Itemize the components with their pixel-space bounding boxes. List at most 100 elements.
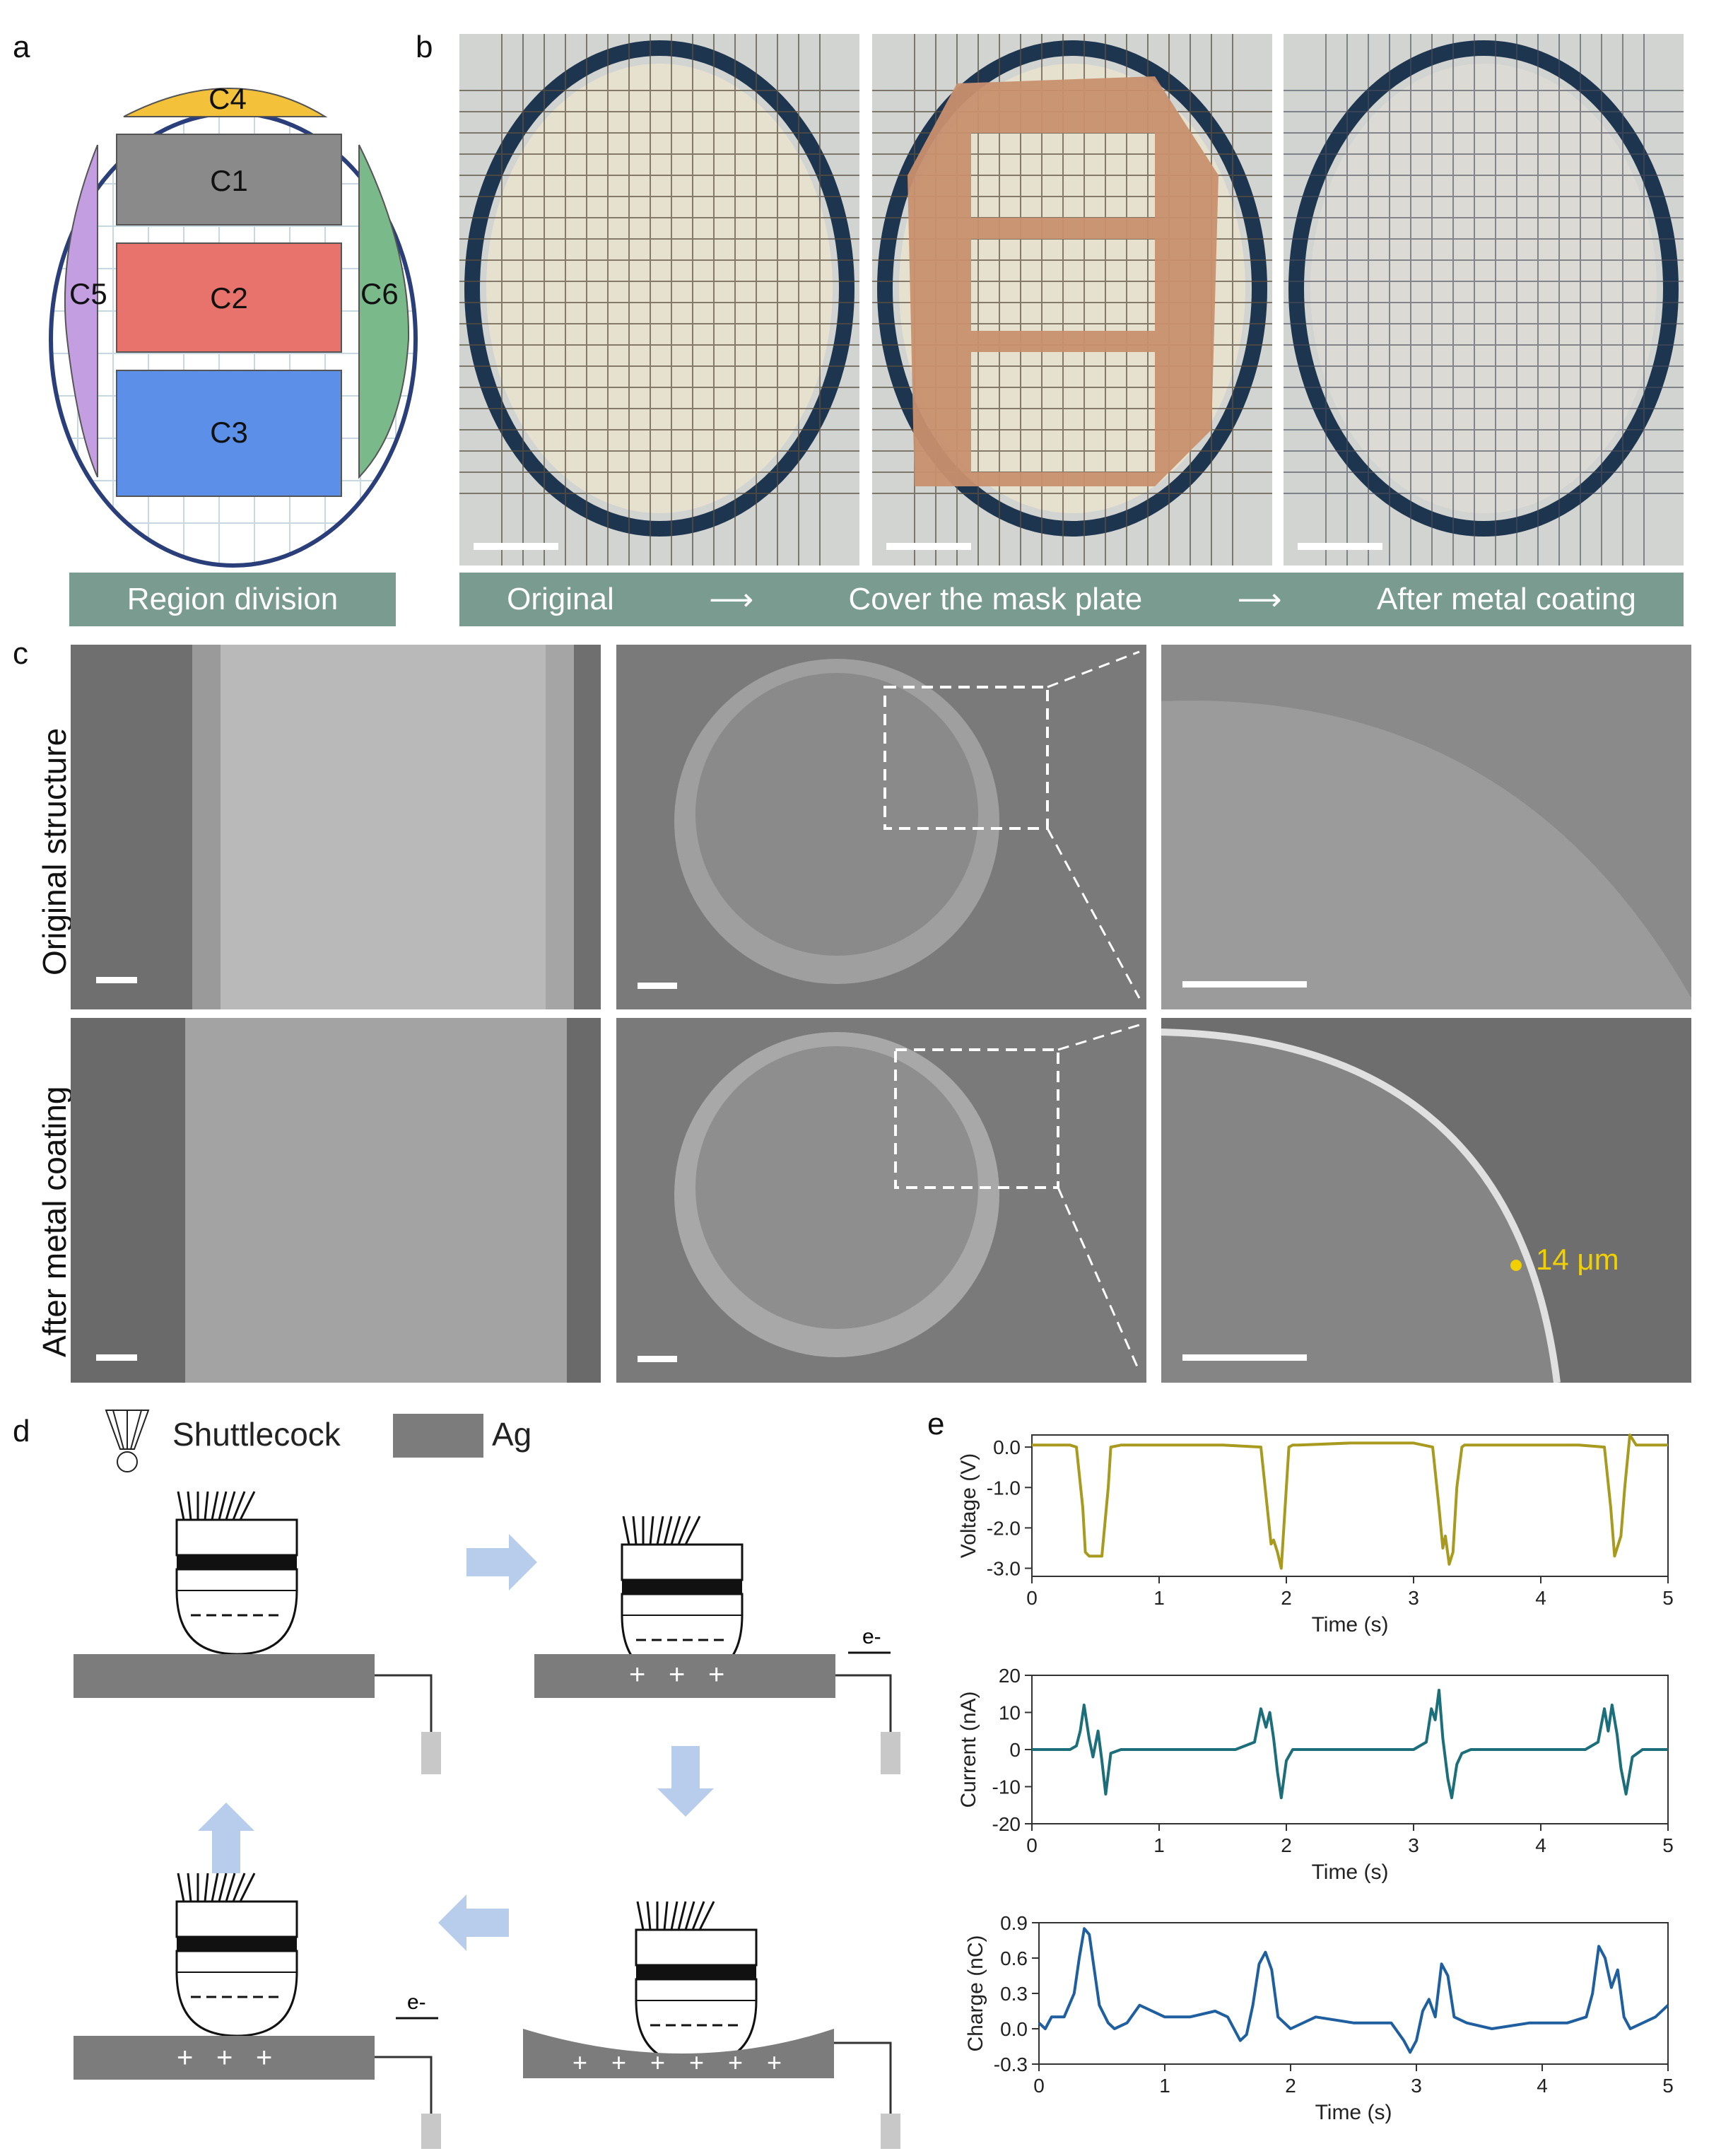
y-tick-label: 0 — [1009, 1739, 1021, 1761]
plus-charge: + — [767, 2048, 782, 2077]
x-tick-label: 4 — [1537, 2075, 1548, 2097]
x-tick-label: 2 — [1281, 1587, 1292, 1609]
region-c5 — [64, 144, 98, 478]
panel-label-c: c — [13, 636, 28, 671]
arrow-right-icon: ⟶ — [1237, 582, 1282, 617]
legend-ag-label: Ag — [492, 1416, 532, 1453]
region-division-caption: Region division — [69, 573, 396, 626]
process-banner: Original ⟶ Cover the mask plate ⟶ After … — [459, 573, 1684, 626]
y-tick-label: -1.0 — [987, 1477, 1021, 1499]
panel-label-d: d — [13, 1414, 30, 1448]
plus-charge: + — [728, 2048, 743, 2077]
plus-charge: + — [650, 2048, 665, 2077]
x-tick-label: 1 — [1153, 1587, 1165, 1609]
region-c5-label: C5 — [69, 277, 107, 310]
sem-coated-zoom: 14 μm — [1161, 1018, 1691, 1383]
sem-coated-surface — [71, 1018, 601, 1383]
x-tick-label: 0 — [1026, 1587, 1038, 1609]
arrow-down-icon — [657, 1746, 714, 1817]
panel-label-e: e — [927, 1407, 945, 1441]
charts-panel-e: 0 1 2 3 4 5 0.0 -1.0 -2.0 -3.0 Time (s) Voltage (V)… — [957, 1434, 1674, 2124]
x-tick-label: 5 — [1662, 1587, 1674, 1609]
region-c1-label: C1 — [210, 164, 248, 197]
x-tick-label: 0 — [1033, 2075, 1045, 2097]
mechanism-schematic: + + + e- + + + e- + + + + + + — [74, 1490, 900, 2149]
series-line — [1038, 1927, 1669, 2054]
y-axis-label: Charge (nC) — [964, 1935, 987, 2051]
panel-label-a: a — [13, 30, 30, 64]
series-line — [1032, 1689, 1668, 1800]
arrow-right-icon: ⟶ — [709, 582, 754, 617]
region-c1 — [116, 134, 342, 225]
y-axis-label: Current (nA) — [957, 1691, 980, 1808]
x-tick-label: 1 — [1153, 1834, 1165, 1856]
plot-frame — [1038, 1922, 1669, 2065]
step-after-coating: After metal coating — [1376, 582, 1636, 616]
photo-coated-racket — [1284, 34, 1684, 566]
photo-original-racket — [459, 34, 859, 566]
plus-charge: + — [611, 2048, 626, 2077]
x-tick-label: 3 — [1411, 2075, 1422, 2097]
plus-charge: + — [689, 2048, 704, 2077]
arrow-left-icon — [438, 1894, 509, 1951]
region-c3-label: C3 — [210, 416, 248, 449]
plus-charge: + — [177, 2042, 193, 2073]
x-axis-label: Time (s) — [1312, 1861, 1389, 1884]
region-c2 — [116, 242, 342, 353]
region-c6 — [358, 144, 410, 479]
y-tick-label: -3.0 — [987, 1558, 1021, 1580]
x-axis-label: Time (s) — [1312, 1613, 1389, 1636]
step-original: Original — [507, 582, 614, 616]
photo-masked-racket — [872, 34, 1272, 566]
plus-charge: + — [708, 1659, 724, 1690]
y-tick-label: 0.6 — [1000, 1947, 1028, 1969]
x-tick-label: 5 — [1662, 2075, 1674, 2097]
plus-charge: + — [669, 1659, 685, 1690]
step-cover-mask: Cover the mask plate — [848, 582, 1143, 616]
electron-label: e- — [407, 1991, 426, 2014]
y-tick-label: 0.0 — [1000, 2018, 1028, 2040]
row-label-coated: After metal coating — [36, 1086, 73, 1357]
arrow-up-icon — [198, 1803, 254, 1873]
y-tick-label: 10 — [999, 1702, 1021, 1724]
shuttlecock-icon — [175, 1872, 298, 2037]
x-tick-label: 0 — [1026, 1834, 1038, 1856]
sem-coated-cross-section — [616, 1018, 1146, 1383]
x-tick-label: 2 — [1285, 2075, 1296, 2097]
y-tick-label: -20 — [992, 1813, 1021, 1835]
arrow-right-icon — [466, 1534, 537, 1590]
plus-charge: + — [216, 2042, 233, 2073]
x-tick-label: 3 — [1408, 1587, 1419, 1609]
ag-electrode — [534, 1654, 835, 1698]
y-tick-label: -2.0 — [987, 1517, 1021, 1539]
y-tick-label: 20 — [999, 1665, 1021, 1687]
x-tick-label: 3 — [1408, 1834, 1419, 1856]
region-c4-label: C4 — [209, 82, 247, 115]
electron-label: e- — [862, 1625, 881, 1648]
region-c6-label: C6 — [360, 277, 399, 310]
x-tick-label: 2 — [1281, 1834, 1292, 1856]
shuttlecock-legend-icon — [99, 1407, 155, 1477]
sem-original-zoom — [1161, 645, 1691, 1009]
sem-original-surface — [71, 645, 601, 1009]
region-division-diagram: C4 C1 C2 C3 C5 C6 — [49, 82, 418, 568]
ag-electrode-deformed — [523, 2029, 834, 2078]
plus-charge: + — [629, 1659, 645, 1690]
sem-original-cross-section — [616, 645, 1146, 1009]
x-tick-label: 5 — [1662, 1834, 1674, 1856]
x-tick-label: 4 — [1535, 1587, 1546, 1609]
x-tick-label: 4 — [1535, 1834, 1546, 1856]
region-c3 — [116, 370, 342, 497]
chart-1: 0 1 2 3 4 5 20 10 0 -10 -20 Time (s) Current (nA) — [957, 1665, 1674, 1884]
chart-2: 0 1 2 3 4 5 0.9 0.6 0.3 0.0 -0.3 Time (s) Charge (nC… — [964, 1912, 1674, 2124]
row-label-original: Original structure — [36, 727, 73, 976]
panel-label-b: b — [416, 30, 433, 64]
x-axis-label: Time (s) — [1315, 2101, 1392, 2124]
ag-legend-swatch — [393, 1414, 483, 1458]
y-tick-label: 0.0 — [993, 1436, 1021, 1458]
y-tick-label: -10 — [992, 1776, 1021, 1798]
chart-0: 0 1 2 3 4 5 0.0 -1.0 -2.0 -3.0 Time (s) Voltage (V) — [957, 1434, 1674, 1636]
series-line — [1032, 1434, 1668, 1570]
coating-thickness-label: 14 μm — [1536, 1243, 1619, 1276]
y-tick-label: 0.9 — [1000, 1912, 1028, 1934]
